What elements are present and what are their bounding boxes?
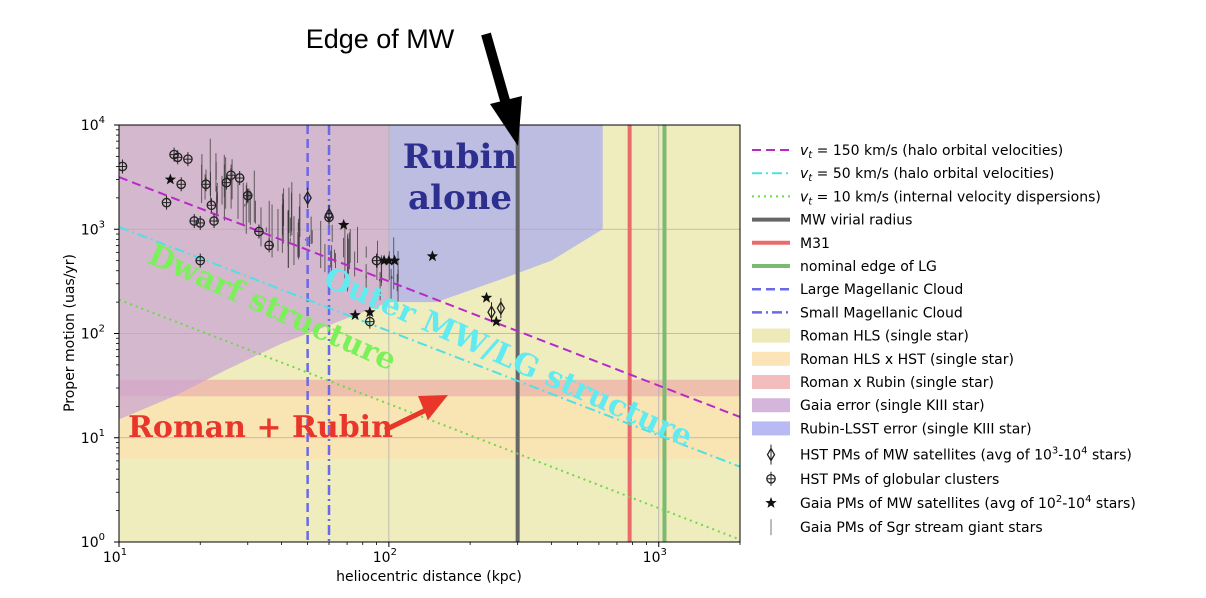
legend-label-marker: Gaia PMs of Sgr stream giant stars <box>800 520 1043 536</box>
y-tick-label: 101 <box>81 428 105 447</box>
vt-line-150 <box>119 176 740 418</box>
marker-star <box>426 250 439 262</box>
legend-label-region: Roman HLS (single star) <box>800 329 969 345</box>
legend-label-vline: Large Magellanic Cloud <box>800 282 963 298</box>
marker-star <box>378 254 390 266</box>
y-tick-label: 104 <box>81 115 105 134</box>
y-tick-label: 103 <box>81 219 105 238</box>
marker-star <box>383 254 395 266</box>
marker-diamond <box>303 187 312 208</box>
legend-label-vline: Small Magellanic Cloud <box>800 305 963 321</box>
marker-circle <box>161 195 172 210</box>
x-tick-label: 102 <box>373 547 397 566</box>
roman-rubin-arrow <box>383 395 448 433</box>
rubin-alone-annotation-line1: Rubin <box>403 137 517 177</box>
legend-label-region: Rubin-LSST error (single KIII star) <box>800 421 1032 437</box>
marker-star <box>490 315 502 327</box>
legend-marker-diamond <box>766 444 776 465</box>
legend-label-vline: M31 <box>800 236 830 252</box>
legend-label-marker: Gaia PMs of MW satellites (avg of 102-10… <box>800 494 1136 512</box>
legend: vt = 150 km/s (halo orbital velocities) v… <box>752 143 1136 536</box>
edge-of-mw-annotation: Edge of MW <box>306 24 455 54</box>
marker-circle <box>364 314 375 329</box>
region-roman-x-rubin <box>119 379 740 397</box>
region-gaia-error <box>119 125 389 420</box>
marker-circle <box>242 188 253 203</box>
legend-swatch-region <box>752 351 790 366</box>
edge-of-mw-arrow <box>481 32 522 146</box>
marker-circle <box>264 238 274 253</box>
y-axis-label: Proper motion (uas/yr) <box>62 254 78 412</box>
marker-circle <box>195 253 206 268</box>
marker-star <box>164 173 177 185</box>
marker-circle <box>176 177 187 192</box>
roman-rubin-annotation: Roman + Rubin <box>128 410 393 445</box>
marker-star <box>349 309 361 320</box>
marker-star <box>338 218 350 230</box>
marker-circle <box>226 168 236 183</box>
vt-line-50 <box>119 225 740 468</box>
marker-circle <box>221 175 232 190</box>
marker-diamond <box>487 302 496 323</box>
legend-label-region: Roman HLS x HST (single star) <box>800 352 1014 368</box>
y-tick-label: 100 <box>81 532 105 551</box>
vertical-reference-lines <box>306 125 667 542</box>
region-roman-hls-x-hst <box>119 396 740 459</box>
legend-label-region: Gaia error (single KIII star) <box>800 398 985 414</box>
x-axis-label: heliocentric distance (kpc) <box>336 569 522 585</box>
legend-label-marker: HST PMs of globular clusters <box>800 472 999 488</box>
marker-circle <box>195 215 206 230</box>
legend-marker-circle <box>766 471 776 486</box>
marker-circle <box>234 171 245 186</box>
region-rubin-lsst-error <box>388 125 603 303</box>
marker-diamond <box>496 298 506 319</box>
marker-circle <box>254 224 264 239</box>
legend-swatch-region <box>752 375 790 389</box>
marker-circle <box>206 198 217 213</box>
marker-circle <box>172 150 183 165</box>
legend-label-vt-10: vt = 10 km/s (internal velocity dispersi… <box>800 189 1101 207</box>
marker-circle <box>183 152 193 167</box>
legend-label-vt-50: vt = 50 km/s (halo orbital velocities) <box>800 166 1054 184</box>
marker-circle <box>201 177 211 192</box>
marker-circle <box>209 213 219 228</box>
velocity-lines <box>119 176 740 541</box>
rubin-alone-annotation-line2: alone <box>408 178 512 218</box>
legend-label-marker: HST PMs of MW satellites (avg of 103-104… <box>800 446 1132 464</box>
legend-label-vline: MW virial radius <box>800 213 912 229</box>
marker-circle <box>119 159 128 174</box>
data-markers <box>119 147 506 329</box>
legend-label-region: Roman x Rubin (single star) <box>800 375 994 391</box>
legend-swatch-region <box>752 421 790 436</box>
legend-label-vt-150: vt = 150 km/s (halo orbital velocities) <box>800 143 1063 161</box>
legend-label-vline: nominal edge of LG <box>800 259 937 275</box>
legend-marker-star <box>765 497 777 508</box>
marker-star <box>480 291 493 303</box>
x-tick-label: 103 <box>643 547 667 566</box>
marker-circle <box>324 210 334 225</box>
marker-star <box>388 254 401 266</box>
x-tick-label: 101 <box>103 547 127 566</box>
y-tick-label: 102 <box>81 324 105 343</box>
marker-star <box>364 306 376 318</box>
sgr-stream-errorbars <box>201 138 399 302</box>
legend-swatch-region <box>752 328 790 343</box>
legend-swatch-region <box>752 398 790 413</box>
